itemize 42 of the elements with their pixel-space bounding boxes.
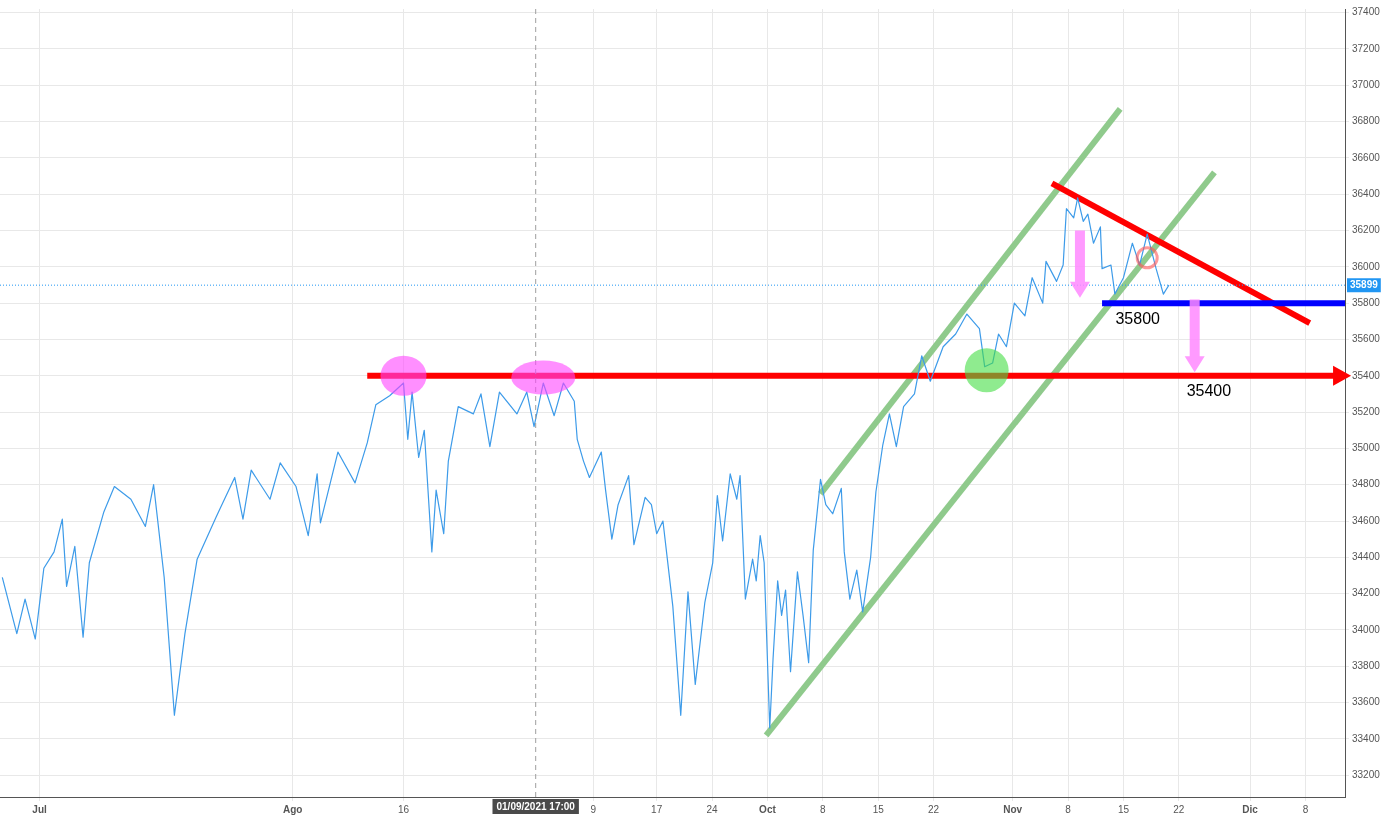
y-tick-label: 34200 [1352, 587, 1381, 599]
y-tick-label: 37000 [1352, 79, 1381, 91]
x-tick-label: 22 [1173, 803, 1185, 815]
x-tick-label: 8 [1065, 803, 1072, 815]
y-tick-label: 34600 [1352, 514, 1381, 526]
y-tick-label: 36800 [1352, 115, 1381, 127]
y-tick-label: 36400 [1352, 187, 1381, 199]
y-tick-label: 36200 [1352, 224, 1381, 236]
y-tick-label: 34000 [1352, 623, 1381, 635]
ref-line-label: 01/09/2021 17:00 [496, 800, 576, 812]
x-tick-label: 8 [820, 803, 827, 815]
x-tick-label: 22 [928, 803, 940, 815]
y-tick-label: 35400 [1352, 369, 1381, 381]
x-tick-label: Ago [283, 803, 303, 815]
y-tick-label: 33400 [1352, 732, 1381, 744]
x-tick-label: 15 [1117, 803, 1130, 815]
annotation: 35800 [1115, 309, 1161, 327]
y-tick-label: 36600 [1352, 151, 1381, 163]
x-tick-label: Jul [32, 803, 47, 815]
y-tick-label: 37400 [1352, 6, 1381, 18]
y-tick-label: 35200 [1352, 405, 1381, 417]
x-tick-label: 17 [651, 803, 663, 815]
y-tick-label: 35000 [1352, 442, 1381, 454]
y-tick-label: 34800 [1352, 478, 1381, 490]
x-tick-label: 8 [1302, 803, 1309, 815]
y-tick-label: 33800 [1352, 660, 1381, 672]
x-tick-label: Dic [1242, 803, 1259, 815]
y-tick-label: 37200 [1352, 42, 1381, 54]
y-tick-label: 35800 [1352, 296, 1381, 308]
y-tick-label: 35600 [1352, 333, 1381, 345]
y-tick-label: 33600 [1352, 696, 1381, 708]
x-tick-label: 16 [397, 803, 410, 815]
x-tick-label: 9 [590, 803, 597, 815]
x-tick-label: 24 [706, 803, 719, 815]
x-tick-label: 15 [872, 803, 885, 815]
y-tick-label: 33200 [1352, 768, 1381, 780]
annotation: 35400 [1186, 382, 1232, 400]
y-tick-label: 34400 [1352, 551, 1381, 563]
y-tick-label: 36000 [1352, 260, 1381, 272]
x-tick-label: Oct [759, 803, 777, 815]
ref-line-label: 35899 [1350, 278, 1379, 290]
x-tick-label: Nov [1003, 803, 1023, 815]
